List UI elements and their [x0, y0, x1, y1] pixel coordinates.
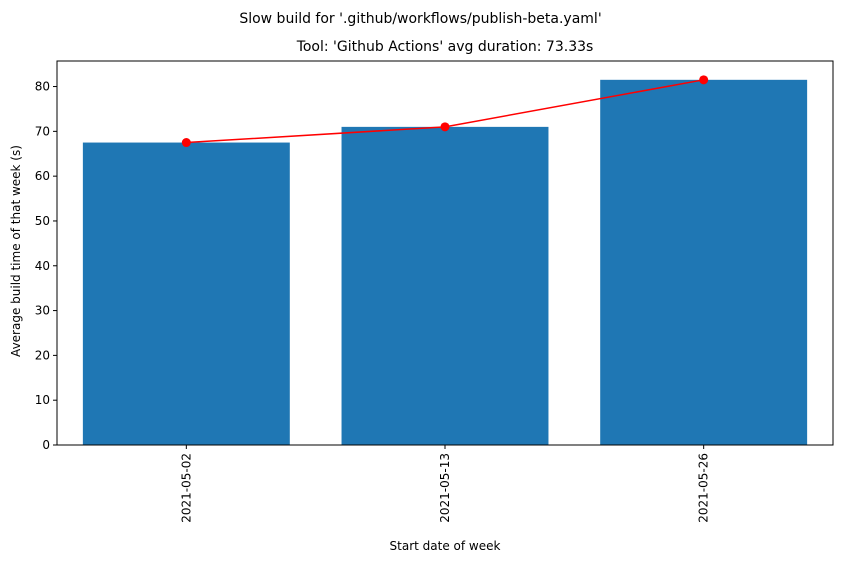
- x-tick-label-2021-05-26: 2021-05-26: [697, 453, 711, 523]
- y-tick-label-80: 80: [35, 80, 50, 94]
- y-tick-label-60: 60: [35, 169, 50, 183]
- chart-suptitle: Slow build for '.github/workflows/publis…: [239, 11, 601, 27]
- y-tick-label-0: 0: [42, 438, 50, 452]
- trend-point-2021-05-13: [440, 122, 450, 132]
- y-tick-label-30: 30: [35, 304, 50, 318]
- x-tick-label-2021-05-02: 2021-05-02: [179, 453, 193, 523]
- y-tick-label-50: 50: [35, 214, 50, 228]
- y-axis-label: Average build time of that week (s): [9, 145, 23, 357]
- chart-title: Tool: 'Github Actions' avg duration: 73.…: [296, 39, 594, 55]
- bar-2021-05-26: [600, 79, 808, 445]
- plot-area: 0 10 20 30 40 50 60 70 80 2021-05-02 2021-05-13 202…: [35, 60, 834, 523]
- trend-point-2021-05-02: [181, 138, 191, 148]
- y-tick-label-20: 20: [35, 348, 50, 362]
- bar-2021-05-02: [82, 142, 290, 445]
- bar-2021-05-13: [341, 126, 549, 446]
- x-tick-label-2021-05-13: 2021-05-13: [438, 453, 452, 523]
- x-axis-label: Start date of week: [390, 539, 501, 553]
- trend-point-2021-05-26: [699, 75, 709, 85]
- y-tick-label-40: 40: [35, 259, 50, 273]
- y-tick-label-70: 70: [35, 124, 50, 138]
- y-tick-label-10: 10: [35, 393, 50, 407]
